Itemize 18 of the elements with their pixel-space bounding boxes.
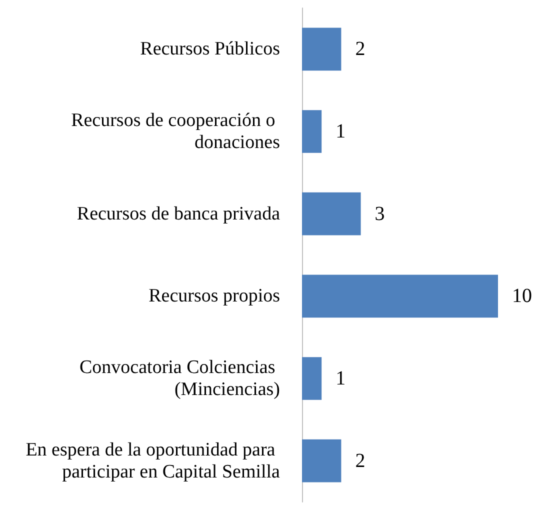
bar [302,192,361,236]
bar [302,274,498,318]
data-label: 10 [512,285,532,308]
data-label: 1 [336,120,346,142]
y-tick-label: Recursos de banca privada [76,203,281,224]
bar [302,357,322,400]
bar [302,110,322,153]
data-label: 2 [355,450,366,472]
bar [302,28,342,71]
y-tick-label: Recursos propios [148,286,280,307]
y-tick-label: Convocatoria Colciencias (Minciencias) [80,357,280,400]
y-tick-label: Recursos de cooperación o donaciones [71,110,280,153]
data-label: 3 [374,202,385,225]
data-label: 2 [355,38,366,60]
bar [302,439,342,482]
data-label: 1 [336,368,346,390]
y-tick-label: En espera de la oportunidad para participar en Capital Semilla [26,439,281,482]
y-tick-label: Recursos Públicos [140,38,280,60]
